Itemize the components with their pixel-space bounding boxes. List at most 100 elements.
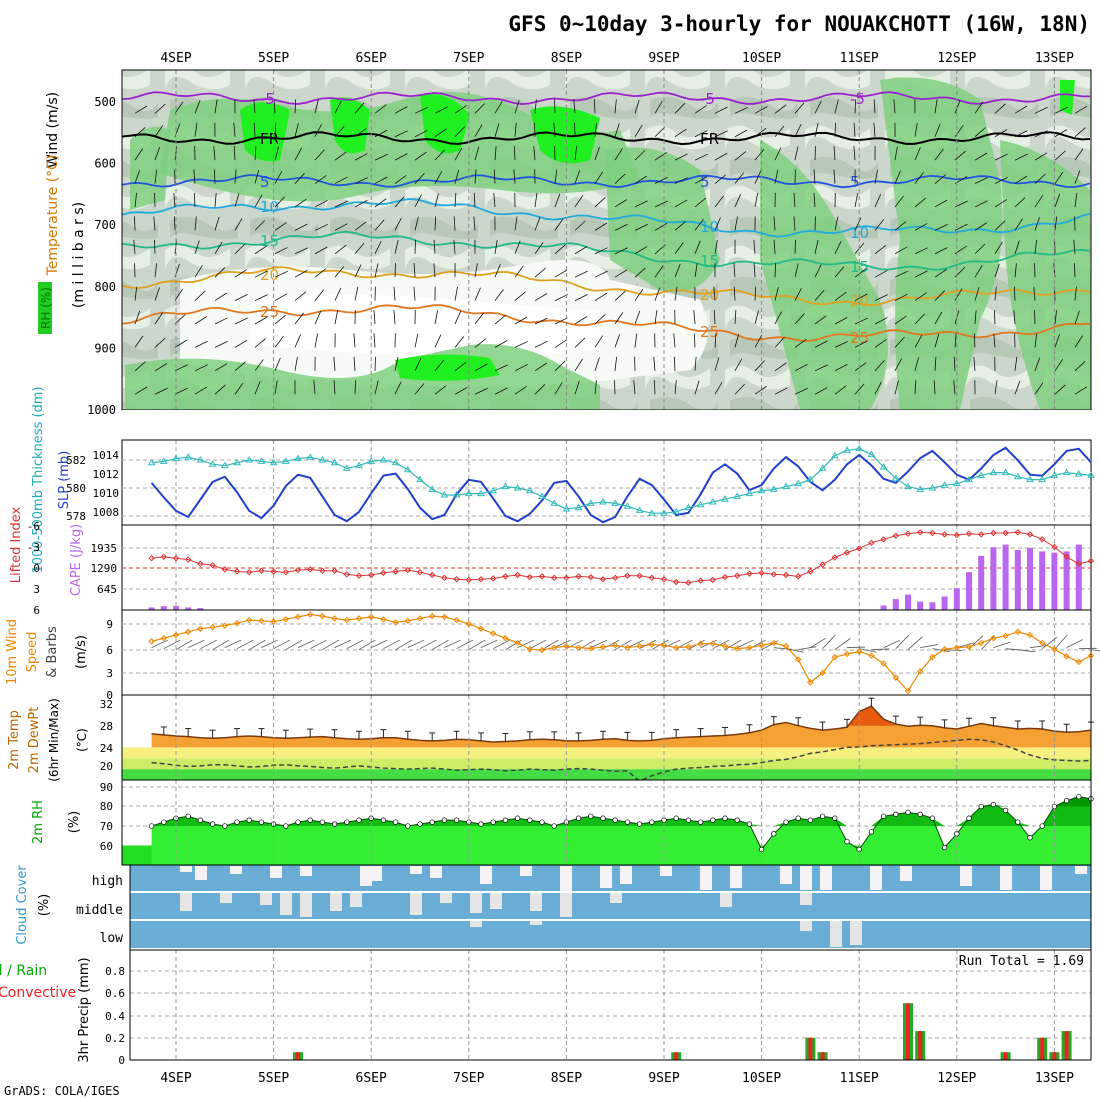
- wind-barb: [694, 197, 707, 208]
- wind-barb: [774, 263, 777, 278]
- wind-barb: [714, 174, 727, 184]
- wind-barb: [314, 149, 325, 161]
- rh-point: [185, 813, 191, 819]
- wind-speed-point: [1026, 631, 1034, 639]
- rh-point: [722, 815, 728, 821]
- wind-barb: [974, 200, 988, 208]
- wind-speed-line: [151, 613, 1092, 693]
- panel-axis-title: (%): [67, 811, 82, 834]
- wind-barb: [914, 172, 924, 184]
- wind-barb: [234, 169, 237, 184]
- thickness-point: [708, 498, 717, 505]
- wind-barb: [374, 219, 385, 231]
- wind-barb: [1014, 153, 1028, 161]
- wind-barb: [814, 240, 819, 254]
- thickness-point: [440, 491, 449, 498]
- top-date-axis: 4SEP 5SEP 6SEP 7SEP 8SEP 9SEP 10SEP 11SEP 12SEP 1…: [160, 51, 1074, 66]
- wind-speed-point: [258, 617, 265, 625]
- wind-speed-point: [1002, 632, 1009, 640]
- lifted-index-point: [636, 572, 643, 579]
- wind-barb: [822, 634, 836, 649]
- wind-barb: [254, 194, 263, 208]
- rh-point: [685, 817, 692, 823]
- wind-barb: [174, 146, 178, 161]
- cloud-clear-bar: [260, 893, 272, 905]
- lifted-index-point: [880, 536, 887, 543]
- wind-barb: [814, 122, 819, 137]
- wind-barb: [1034, 333, 1038, 348]
- wind-speed-point: [526, 646, 534, 653]
- wind-barb: [674, 380, 677, 395]
- wind-barb: [694, 153, 708, 161]
- wind-barb: [474, 169, 477, 184]
- thickness-point: [806, 475, 815, 483]
- cloud-clear-bar: [490, 893, 502, 909]
- wind-barb: [1054, 216, 1058, 231]
- pressure-tick-label: 1000: [87, 403, 116, 417]
- temp2m-panel: 32 28 24 20 2m Temp 2m DewPt (6hr Min/Max) (…: [7, 694, 1094, 782]
- wind-barb: [734, 358, 743, 372]
- wind-speed-point: [453, 616, 460, 624]
- wind-barb: [774, 311, 782, 325]
- wind-barb: [154, 124, 164, 137]
- wind-barb: [853, 146, 856, 161]
- wind-speed-point: [648, 641, 656, 648]
- thickness-point: [147, 458, 156, 466]
- wind-barb: [614, 247, 628, 255]
- temperature-contour: [121, 304, 1091, 342]
- wind-barb: [254, 316, 268, 325]
- wind-barb: [274, 146, 280, 161]
- wind-speed-point: [319, 612, 326, 620]
- panel-axis-title-part: 1000-500mb Thickness (dm): [31, 386, 46, 573]
- rh-moist-region: [760, 140, 888, 410]
- lifted-index-point: [611, 574, 619, 582]
- lifted-index-point: [953, 531, 961, 539]
- lifted-index-point: [489, 575, 497, 582]
- wind-barb: [810, 637, 826, 649]
- wind-barb: [1034, 357, 1041, 371]
- wind-barb: [794, 338, 807, 348]
- bottom-date-label: 8SEP: [551, 1071, 582, 1086]
- slp-tick: 1008: [93, 506, 120, 519]
- wind-barb: [774, 362, 787, 372]
- wind10m-panel: 9 6 3 0 10m Wind Speed & Barbs (m/s): [5, 609, 1100, 702]
- cape-bar: [892, 599, 899, 610]
- bottom-date-label: 13SEP: [1035, 1071, 1074, 1086]
- wind-barb: [574, 246, 588, 255]
- wind-barb: [813, 192, 816, 207]
- wind-barb: [214, 363, 228, 372]
- wind-barb: [793, 216, 796, 231]
- wind-barb: [1014, 240, 1020, 254]
- wind-barb: [554, 99, 556, 114]
- cloud-clear-bar: [560, 893, 572, 917]
- wind-barb: [314, 289, 325, 301]
- lifted-index-point: [306, 566, 314, 573]
- rh-point: [612, 817, 618, 823]
- wind-speed-point: [575, 644, 582, 651]
- thickness-point: [1050, 471, 1059, 478]
- temperature-contour: [121, 174, 1091, 189]
- lifted-index-point: [733, 572, 741, 579]
- wind-barb: [654, 126, 666, 138]
- wind-barb: [334, 151, 347, 161]
- wind-barb: [453, 239, 456, 254]
- wind-speed-point: [184, 628, 192, 636]
- lifted-index-point: [855, 545, 863, 552]
- panel-axis-title: 3hr Precip (mm): [77, 957, 92, 1062]
- wind-barb: [193, 169, 196, 184]
- cloud-clear-bar: [820, 866, 832, 890]
- wind-barb: [373, 310, 376, 325]
- wind-barb: [813, 169, 816, 184]
- lifted-index-point: [270, 568, 277, 575]
- wind-barb: [173, 192, 176, 207]
- wind-barb: [134, 310, 141, 325]
- wind-barb: [517, 639, 535, 649]
- wind-barb: [714, 381, 723, 395]
- rh-point: [941, 844, 948, 851]
- wind-barb: [634, 267, 646, 278]
- wind-barb: [554, 317, 568, 325]
- wind-barb: [1034, 195, 1044, 208]
- wind-barb: [914, 270, 928, 278]
- wind-barb: [1034, 263, 1036, 278]
- cloud-clear-bar: [430, 866, 442, 878]
